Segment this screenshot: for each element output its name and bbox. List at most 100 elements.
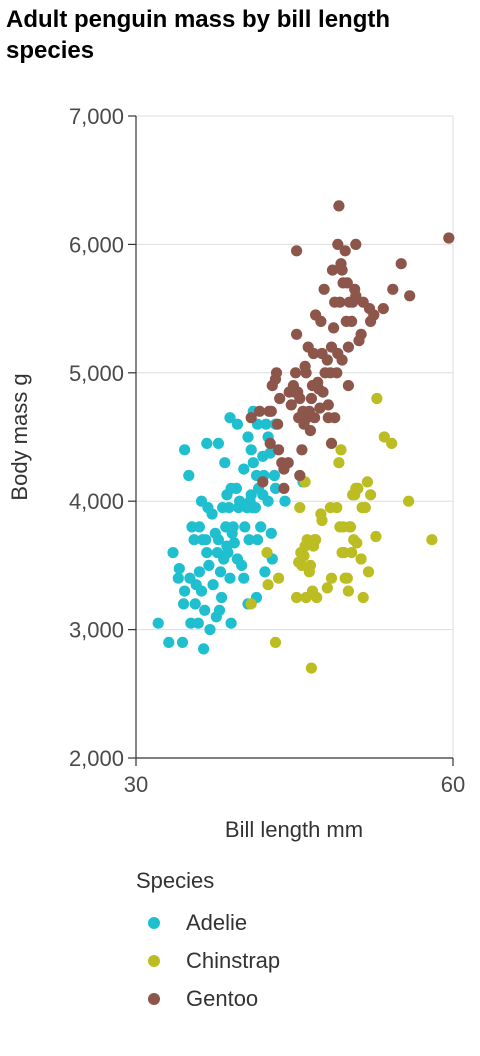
point-adelie: [213, 604, 226, 616]
point-chinstrap: [362, 566, 375, 578]
point-gentoo: [350, 290, 362, 302]
point-gentoo: [350, 238, 362, 250]
legend-swatch-gentoo: [148, 993, 160, 1005]
point-adelie: [203, 559, 215, 572]
point-chinstrap: [294, 502, 306, 514]
y-tick-label: 6,000: [69, 232, 124, 257]
point-adelie: [238, 572, 250, 584]
point-adelie: [176, 636, 189, 649]
point-gentoo: [273, 444, 285, 456]
y-tick-label: 3,000: [69, 618, 124, 643]
point-adelie: [192, 617, 204, 629]
point-chinstrap: [335, 444, 347, 456]
y-axis-title: Body mass g: [7, 373, 32, 500]
point-chinstrap: [311, 591, 323, 604]
point-chinstrap: [245, 598, 257, 610]
point-chinstrap: [346, 547, 358, 559]
y-tick-label: 2,000: [69, 746, 124, 771]
point-adelie: [212, 437, 224, 449]
point-adelie: [172, 572, 184, 584]
x-tick-label: 30: [124, 772, 148, 797]
point-chinstrap: [316, 514, 328, 527]
point-gentoo: [346, 315, 358, 327]
points-layer: [152, 200, 455, 674]
point-gentoo: [326, 264, 339, 276]
point-adelie: [224, 572, 236, 584]
point-chinstrap: [403, 495, 415, 507]
point-gentoo: [285, 399, 297, 411]
point-gentoo: [329, 412, 341, 424]
point-adelie: [265, 527, 277, 539]
point-gentoo: [282, 457, 294, 469]
point-gentoo: [290, 367, 302, 379]
point-adelie: [228, 537, 240, 549]
point-gentoo: [342, 380, 354, 392]
point-adelie: [193, 521, 205, 533]
point-adelie: [212, 534, 224, 546]
point-gentoo: [254, 405, 266, 417]
point-adelie: [173, 563, 185, 575]
tick-labels-layer: 2,000 3,000 4,000 5,000 6,000 7,000 30 60: [69, 104, 465, 797]
point-gentoo: [298, 418, 310, 430]
point-chinstrap: [304, 559, 316, 572]
point-adelie: [247, 457, 259, 469]
point-chinstrap: [344, 521, 357, 533]
point-gentoo: [336, 354, 348, 366]
point-chinstrap: [352, 482, 364, 494]
x-tick-label: 60: [441, 772, 465, 797]
point-gentoo: [294, 392, 306, 405]
point-adelie: [201, 547, 213, 559]
point-adelie: [195, 585, 208, 597]
point-chinstrap: [305, 662, 317, 674]
point-adelie: [242, 431, 254, 443]
point-chinstrap: [310, 534, 322, 546]
point-adelie: [279, 495, 291, 507]
point-chinstrap: [426, 534, 438, 546]
point-chinstrap: [291, 591, 303, 604]
point-gentoo: [272, 418, 284, 430]
point-adelie: [260, 418, 272, 430]
point-adelie: [257, 450, 269, 462]
point-chinstrap: [273, 572, 285, 584]
legend-item-gentoo: Gentoo: [136, 980, 280, 1018]
point-adelie: [216, 591, 228, 604]
point-gentoo: [339, 245, 351, 257]
legend-title: Species: [136, 868, 215, 893]
point-gentoo: [334, 296, 346, 308]
grid-layer: [136, 115, 454, 759]
point-gentoo: [265, 405, 277, 417]
point-gentoo: [395, 258, 407, 270]
point-gentoo: [325, 437, 338, 449]
point-chinstrap: [321, 582, 333, 594]
point-adelie: [222, 547, 234, 559]
point-adelie: [195, 495, 208, 507]
point-gentoo: [322, 399, 334, 411]
y-tick-label: 7,000: [69, 104, 124, 129]
point-adelie: [206, 508, 218, 520]
legend: Species Adelie Chinstrap Gentoo: [136, 866, 280, 1018]
point-gentoo: [291, 245, 303, 257]
point-gentoo: [264, 437, 276, 449]
point-adelie: [259, 566, 271, 578]
point-adelie: [193, 566, 205, 578]
x-axis-title: Bill length mm: [225, 817, 363, 842]
point-gentoo: [309, 412, 321, 424]
point-adelie: [243, 534, 255, 546]
point-chinstrap: [341, 572, 353, 584]
point-chinstrap: [355, 553, 367, 565]
point-chinstrap: [269, 636, 282, 649]
point-adelie: [183, 469, 195, 482]
point-adelie: [163, 636, 175, 649]
point-adelie: [245, 444, 257, 456]
legend-item-adelie: Adelie: [136, 904, 280, 942]
axes-layer: [128, 115, 454, 766]
y-tick-label: 5,000: [69, 361, 124, 386]
point-adelie: [167, 547, 179, 559]
point-gentoo: [355, 328, 367, 340]
scatter-plot: 2,000 3,000 4,000 5,000 6,000 7,000 30 60 Bill …: [7, 104, 465, 842]
point-chinstrap: [298, 550, 310, 562]
point-adelie: [179, 585, 191, 597]
point-gentoo: [332, 238, 344, 250]
point-gentoo: [270, 367, 283, 379]
point-adelie: [227, 521, 239, 533]
